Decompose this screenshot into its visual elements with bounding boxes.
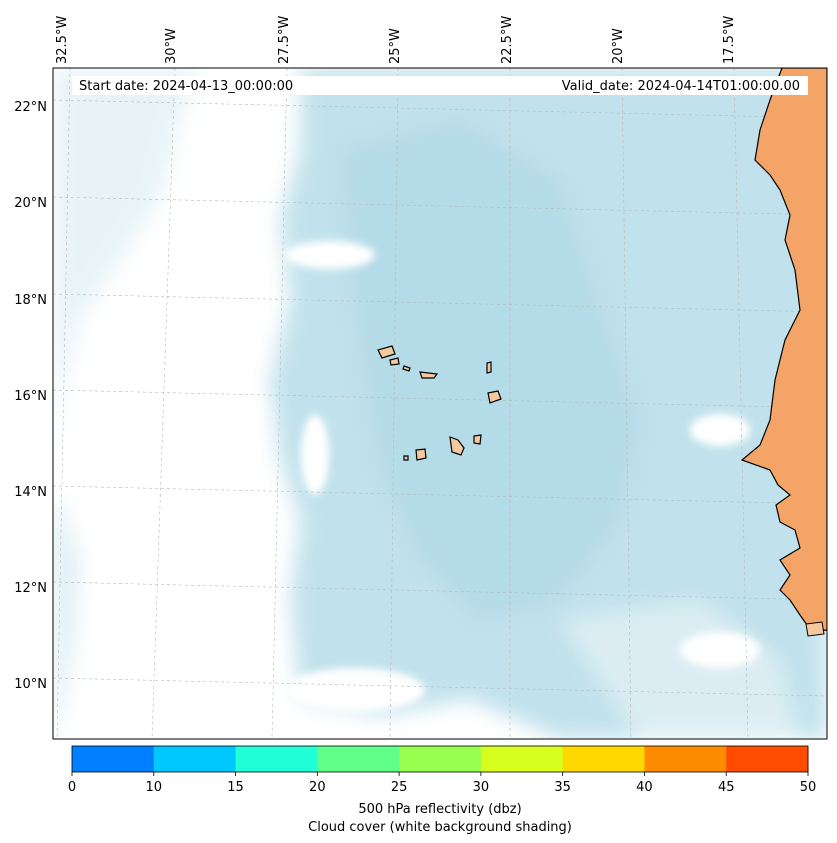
colorbar-label-cloud-cover: Cloud cover (white background shading) xyxy=(308,820,572,835)
map-frame xyxy=(52,67,828,740)
west-africa-landmass xyxy=(740,68,827,633)
colorbar-tick-label: 10 xyxy=(146,780,163,795)
colorbar-tick-label: 30 xyxy=(473,780,490,795)
reflectivity-colorbar xyxy=(72,746,809,772)
graticule xyxy=(53,68,827,739)
latitude-label: 18°N xyxy=(14,293,47,308)
latitude-label: 22°N xyxy=(14,100,47,115)
colorbar-label-reflectivity: 500 hPa reflectivity (dbz) xyxy=(358,802,521,817)
colorbar-tick-label: 20 xyxy=(309,780,326,795)
latitude-label: 10°N xyxy=(14,677,47,692)
latitude-label: 20°N xyxy=(14,196,47,211)
latitude-label: 16°N xyxy=(14,389,47,404)
cape-verde-islands xyxy=(377,345,502,461)
longitude-label: 20°W xyxy=(611,28,626,64)
longitude-label: 30°W xyxy=(164,28,179,64)
colorbar-tick-label: 25 xyxy=(391,780,408,795)
colorbar-tick-label: 15 xyxy=(227,780,244,795)
colorbar-tick-label: 40 xyxy=(636,780,653,795)
longitude-label: 22.5°W xyxy=(500,16,515,64)
colorbar-tick-labels: 0 10 15 20 25 30 35 40 45 50 xyxy=(68,772,816,795)
colorbar-segment xyxy=(235,746,318,772)
african-islands-south xyxy=(805,621,825,637)
colorbar-segment xyxy=(317,746,400,772)
map-content xyxy=(53,68,827,739)
colorbar-outline xyxy=(71,745,809,773)
latitude-label: 12°N xyxy=(14,581,47,596)
colorbar-segment xyxy=(480,746,564,772)
longitude-label: 17.5°W xyxy=(722,16,737,64)
latitude-labels: 22°N 20°N 18°N 16°N 14°N 12°N 10°N xyxy=(14,100,47,692)
start-date-label: Start date: 2024-04-13_00:00:00 xyxy=(79,79,293,94)
colorbar-segment xyxy=(562,746,645,772)
colorbar-tick-label: 50 xyxy=(800,780,817,795)
longitude-labels: 32.5°W 30°W 27.5°W 25°W 22.5°W 20°W 17.5°W xyxy=(55,16,737,64)
colorbar-segment xyxy=(399,746,482,772)
colorbar-segment xyxy=(153,746,237,772)
longitude-label: 25°W xyxy=(388,28,403,64)
valid-date-label: Valid_date: 2024-04-14T01:00:00.00 xyxy=(562,79,800,94)
longitude-label: 27.5°W xyxy=(277,16,292,64)
colorbar-tick-label: 35 xyxy=(554,780,571,795)
longitude-label: 32.5°W xyxy=(55,16,70,64)
latitude-label: 14°N xyxy=(14,485,47,500)
colorbar-segment xyxy=(644,746,727,772)
colorbar-segment xyxy=(72,746,155,772)
colorbar-tick-label: 0 xyxy=(68,780,76,795)
date-header-bar xyxy=(72,76,808,95)
cloud-gaps xyxy=(285,241,760,712)
colorbar-segment xyxy=(726,746,809,772)
colorbar-tick-label: 45 xyxy=(718,780,735,795)
